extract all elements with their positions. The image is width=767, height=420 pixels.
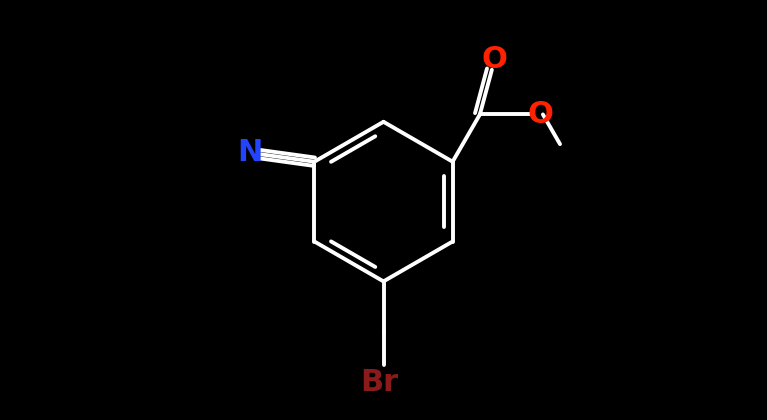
Text: N: N	[237, 138, 262, 167]
Text: O: O	[482, 45, 508, 74]
Text: O: O	[528, 100, 554, 129]
Text: Br: Br	[360, 368, 398, 397]
